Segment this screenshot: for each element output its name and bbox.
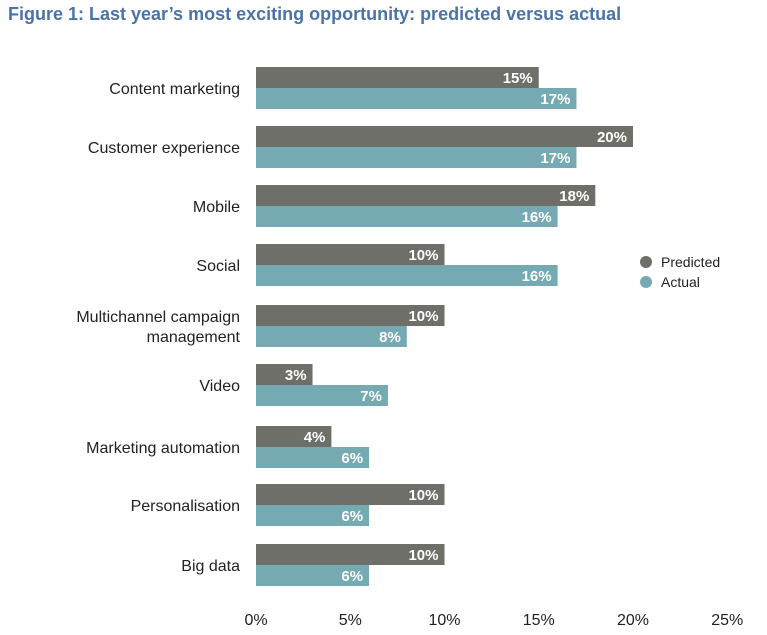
data-label-predicted: 18% [559, 188, 589, 205]
data-label-actual: 6% [341, 508, 363, 525]
x-tick-label: 5% [339, 612, 362, 629]
bar-predicted [256, 244, 445, 265]
bar-actual [256, 88, 577, 109]
bar-predicted [256, 364, 313, 385]
data-label-predicted: 10% [408, 547, 438, 564]
data-label-predicted: 10% [408, 487, 438, 504]
category-label: Customer experience [88, 140, 240, 157]
x-tick-label: 25% [711, 612, 743, 629]
data-label-predicted: 15% [503, 70, 533, 87]
category-label: Social [196, 258, 240, 275]
data-label-actual: 7% [360, 388, 382, 405]
legend-label-predicted: Predicted [661, 254, 720, 270]
legend-label-actual: Actual [661, 274, 700, 290]
legend: Predicted Actual [640, 254, 720, 290]
data-label-predicted: 20% [597, 129, 627, 146]
category-label: Big data [181, 558, 240, 575]
x-tick-label: 0% [244, 612, 267, 629]
category-label: management [147, 329, 241, 346]
data-label-actual: 16% [522, 268, 552, 285]
bar-actual [256, 505, 370, 526]
category-label: Content marketing [109, 81, 240, 98]
legend-marker-predicted [640, 256, 652, 268]
bar-predicted [256, 484, 445, 505]
x-tick-label: 20% [617, 612, 649, 629]
category-label: Multichannel campaign [76, 309, 240, 326]
bar-actual [256, 326, 407, 347]
x-tick-label: 15% [523, 612, 555, 629]
bar-actual [256, 565, 370, 586]
data-label-predicted: 10% [408, 247, 438, 264]
category-label: Marketing automation [86, 440, 240, 457]
x-tick-label: 10% [428, 612, 460, 629]
data-label-actual: 16% [522, 209, 552, 226]
x-axis-ticks: 0% 5% 10% 15% 20% 25% [244, 612, 743, 629]
bar-actual [256, 206, 558, 227]
chart-title: Figure 1: Last year’s most exciting oppo… [8, 4, 622, 24]
data-label-actual: 17% [540, 91, 570, 108]
bars-layer: 15% 17% 20% 17% 18% 16% 10% 16% 10% 8% 3% 7% 4% 6% 10%… [256, 67, 633, 586]
bar-predicted [256, 67, 539, 88]
data-label-actual: 17% [540, 150, 570, 167]
bar-actual [256, 265, 558, 286]
bar-actual [256, 147, 577, 168]
data-label-predicted: 10% [408, 308, 438, 325]
data-label-actual: 6% [341, 568, 363, 585]
category-label: Video [199, 378, 240, 395]
category-label: Mobile [193, 199, 240, 216]
bar-predicted [256, 185, 596, 206]
bar-actual [256, 447, 370, 468]
data-label-actual: 8% [379, 329, 401, 346]
bar-predicted [256, 305, 445, 326]
legend-marker-actual [640, 276, 652, 288]
data-label-predicted: 3% [285, 367, 307, 384]
bar-predicted [256, 544, 445, 565]
bar-actual [256, 385, 388, 406]
bar-predicted [256, 126, 633, 147]
category-labels: Content marketing Customer experience Mobi… [76, 81, 240, 575]
data-label-actual: 6% [341, 450, 363, 467]
bar-predicted [256, 426, 332, 447]
data-label-predicted: 4% [304, 429, 326, 446]
category-label: Personalisation [131, 498, 240, 515]
